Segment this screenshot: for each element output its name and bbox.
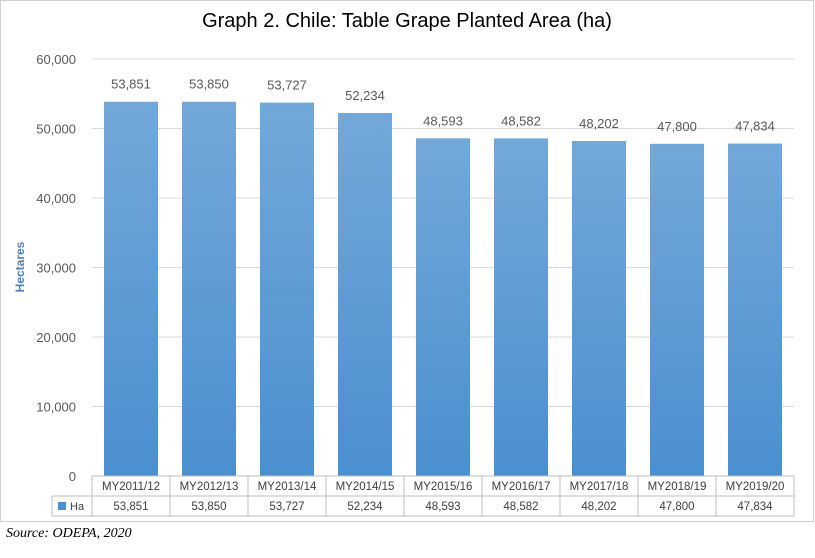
bar <box>572 140 626 476</box>
table-category-label: MY2012/13 <box>180 481 239 493</box>
data-label: 48,593 <box>423 113 463 128</box>
table-category-label: MY2015/16 <box>414 481 473 493</box>
data-table: Ha MY2011/12 53,851 MY2012/13 53,850 MY2013/… <box>51 475 795 517</box>
legend-key <box>58 502 66 510</box>
table-value: 52,234 <box>347 501 383 513</box>
table-value: 53,851 <box>113 501 148 513</box>
table-value: 47,834 <box>737 501 773 513</box>
bar <box>182 101 236 477</box>
bar <box>338 112 392 477</box>
y-tick-label: 50,000 <box>36 122 76 137</box>
source-note: Source: ODEPA, 2020 <box>6 526 132 541</box>
table-category-label: MY2011/12 <box>102 481 160 493</box>
data-label: 53,850 <box>189 77 229 92</box>
plot-border <box>0 0 814 522</box>
y-tick-label: 20,000 <box>36 330 76 345</box>
bar <box>416 138 470 476</box>
y-tick-label: 60,000 <box>36 52 76 67</box>
table-category-label: MY2013/14 <box>258 481 317 493</box>
data-label: 53,851 <box>111 77 151 92</box>
data-label: 47,834 <box>735 119 775 134</box>
chart-title: Graph 2. Chile: Table Grape Planted Area… <box>202 10 612 32</box>
y-tick-label: 30,000 <box>36 261 76 276</box>
data-label: 53,727 <box>267 78 307 93</box>
table-category-label: MY2014/15 <box>336 481 395 493</box>
table-value: 53,727 <box>269 501 304 513</box>
table-value: 48,202 <box>581 501 616 513</box>
data-label: 48,202 <box>579 116 619 131</box>
table-value: 48,593 <box>425 501 460 513</box>
y-tick-label: 0 <box>69 469 76 484</box>
y-tick-label: 40,000 <box>36 191 76 206</box>
bar <box>728 143 782 476</box>
bars <box>104 101 782 477</box>
y-axis-label: Hectares <box>13 241 27 292</box>
bar <box>104 101 158 477</box>
table-category-label: MY2018/19 <box>648 481 707 493</box>
legend-series-name: Ha <box>70 501 85 513</box>
bar <box>650 143 704 477</box>
data-label: 48,582 <box>501 113 541 128</box>
data-label: 52,234 <box>345 88 385 103</box>
y-tick-label: 10,000 <box>36 400 76 415</box>
bar <box>260 102 314 476</box>
y-axis-ticks: 0 10,000 20,000 30,000 40,000 50,000 60,000 <box>36 52 76 484</box>
table-category-label: MY2017/18 <box>570 481 629 493</box>
table-value: 48,582 <box>503 501 538 513</box>
data-labels: 53,851 53,850 53,727 52,234 48,593 48,582 48,2… <box>111 77 775 134</box>
table-value: 47,800 <box>659 501 694 513</box>
data-label: 47,800 <box>657 119 697 134</box>
table-category-label: MY2016/17 <box>492 481 551 493</box>
bar <box>494 138 548 476</box>
table-category-label: MY2019/20 <box>726 481 785 493</box>
table-value: 53,850 <box>191 501 226 513</box>
